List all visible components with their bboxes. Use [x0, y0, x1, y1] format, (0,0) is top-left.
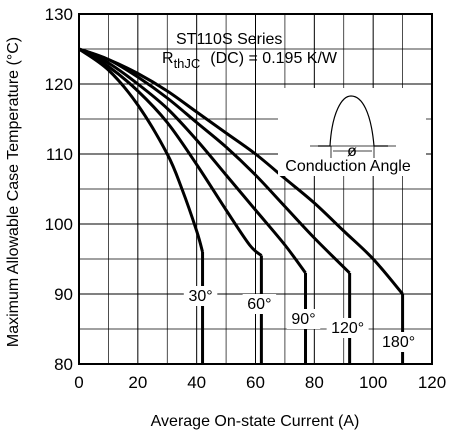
y-tick-label: 110	[46, 145, 73, 164]
y-tick-label: 120	[45, 75, 73, 94]
curve-labels: 30° 60° 90° 120° 180°	[183, 286, 420, 352]
curve-label-bg	[286, 309, 321, 329]
series-curve	[78, 47, 204, 253]
curve-label: 90°	[291, 311, 315, 328]
conduction-angle-inset: ø Conduction Angle	[278, 88, 426, 176]
curve-label-bg	[326, 318, 369, 338]
plot-frame	[78, 13, 433, 365]
x-axis-title: Average On-state Current (A)	[151, 413, 360, 430]
inset-background	[278, 88, 426, 176]
curve-label-bg	[183, 286, 218, 306]
y-tick-label: 100	[45, 215, 73, 234]
y-tick-label: 90	[54, 285, 73, 304]
series-name-note: ST110S Series	[176, 31, 282, 48]
y-axis-title: Maximum Allowable Case Temperature (°C)	[5, 37, 22, 347]
thermal-resistance-note: RthJC (DC) = 0.195 K/W	[162, 50, 338, 71]
x-tick-label: 40	[187, 373, 206, 392]
curve-label-bg	[242, 294, 277, 314]
r-symbol: R	[162, 50, 174, 67]
x-tick-label: 0	[74, 373, 83, 392]
curve-label: 60°	[247, 296, 271, 313]
series-curve	[78, 47, 307, 274]
inset-phi-symbol: ø	[347, 143, 357, 160]
y-tick-label: 80	[54, 355, 73, 374]
curve-label: 120°	[331, 320, 364, 337]
r-subscript: thJC	[174, 56, 201, 71]
curves	[78, 47, 405, 364]
x-tick-label: 100	[359, 373, 387, 392]
y-tick-label: 130	[45, 5, 73, 24]
inset-label: Conduction Angle	[285, 158, 411, 175]
x-tick-label: 80	[305, 373, 324, 392]
series-curve	[78, 47, 404, 295]
y-tick-labels: 80 90 100 110 120 130	[45, 5, 73, 374]
curve-label: 30°	[188, 288, 212, 305]
x-tick-labels: 0 20 40 60 80 100 120	[74, 373, 446, 392]
curve-label-bg	[377, 332, 420, 352]
curve-label: 180°	[382, 334, 415, 351]
x-tick-label: 60	[246, 373, 265, 392]
series-curve	[78, 47, 263, 257]
inset-waveform	[318, 95, 388, 147]
x-tick-label: 120	[418, 373, 446, 392]
x-tick-label: 20	[128, 373, 147, 392]
r-value: (DC) = 0.195 K/W	[210, 50, 338, 67]
